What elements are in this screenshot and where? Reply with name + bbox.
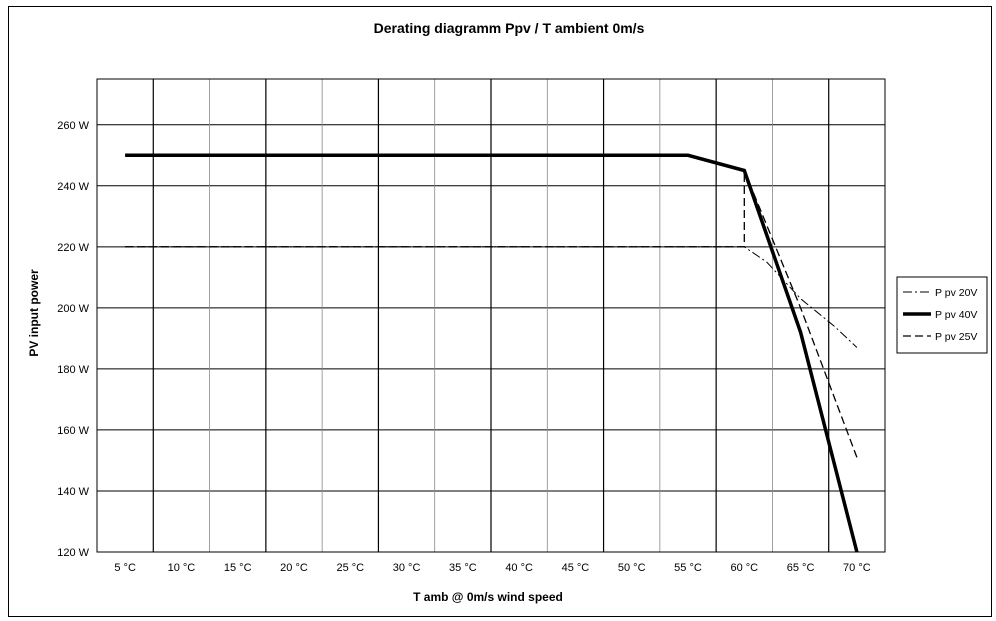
y-tick-label: 200 W bbox=[57, 303, 89, 315]
x-tick-label: 40 °C bbox=[505, 562, 533, 574]
x-tick-label: 25 °C bbox=[336, 562, 364, 574]
y-tick-label: 220 W bbox=[57, 242, 89, 254]
legend-label: P pv 40V bbox=[935, 309, 977, 321]
y-tick-label: 120 W bbox=[57, 547, 89, 559]
chart-frame: Derating diagramm Ppv / T ambient 0m/s 1… bbox=[8, 6, 992, 617]
y-tick-label: 240 W bbox=[57, 181, 89, 193]
y-tick-label: 180 W bbox=[57, 364, 89, 376]
plot-area: 120 W 140 W 160 W 180 W 200 W 220 W 240 W 260 W… bbox=[57, 78, 886, 574]
series-line-p-pv-40v bbox=[125, 153, 859, 553]
x-tick-label: 30 °C bbox=[393, 562, 421, 574]
x-tick-label: 20 °C bbox=[280, 562, 308, 574]
x-tick-label: 60 °C bbox=[730, 562, 758, 574]
legend-label: P pv 25V bbox=[935, 331, 977, 343]
x-tick-label: 35 °C bbox=[449, 562, 477, 574]
chart-svg: Derating diagramm Ppv / T ambient 0m/s 1… bbox=[27, 20, 988, 604]
y-tick-label: 160 W bbox=[57, 425, 89, 437]
legend: P pv 20V P pv 40V P pv 25V bbox=[896, 276, 988, 354]
chart-title: Derating diagramm Ppv / T ambient 0m/s bbox=[374, 20, 645, 36]
plot-border bbox=[96, 78, 886, 553]
y-tick-label: 260 W bbox=[57, 120, 89, 132]
x-tick-label: 65 °C bbox=[787, 562, 815, 574]
x-tick-label: 10 °C bbox=[168, 562, 196, 574]
x-tick-label: 70 °C bbox=[843, 562, 871, 574]
legend-label: P pv 20V bbox=[935, 287, 977, 299]
y-axis-label: PV input power bbox=[27, 269, 41, 357]
x-tick-label: 50 °C bbox=[618, 562, 646, 574]
x-axis-label: T amb @ 0m/s wind speed bbox=[413, 590, 563, 604]
x-tick-label: 45 °C bbox=[562, 562, 590, 574]
x-tick-label: 55 °C bbox=[674, 562, 702, 574]
series-line-p-pv-25v bbox=[125, 170, 858, 458]
y-tick-label: 140 W bbox=[57, 486, 89, 498]
x-tick-label: 15 °C bbox=[224, 562, 252, 574]
x-tick-label: 5 °C bbox=[114, 562, 136, 574]
